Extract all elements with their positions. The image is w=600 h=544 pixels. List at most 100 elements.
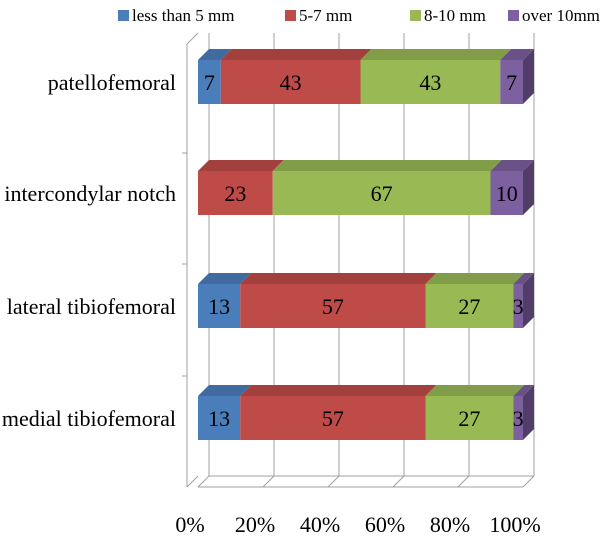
bar-segment: 43	[220, 49, 372, 104]
bar-segment: 57	[240, 273, 437, 328]
chart-floor	[197, 475, 535, 488]
bar-segment-side	[523, 160, 534, 215]
legend-label: 5-7 mm	[299, 6, 352, 25]
bar-segment: 43	[360, 49, 512, 104]
data-label: 57	[322, 406, 344, 431]
side-wall-bottom	[186, 475, 199, 488]
data-label: 43	[280, 70, 302, 95]
bar-segment-front	[360, 60, 501, 104]
floor-gridline	[197, 475, 210, 488]
data-label: 43	[419, 70, 441, 95]
bar-segment-top	[425, 385, 525, 396]
bar-group: 7 43 43 7	[198, 49, 534, 104]
data-label: 23	[224, 181, 246, 206]
legend-label: less than 5 mm	[132, 6, 234, 25]
data-label: 3	[513, 406, 524, 431]
x-axis-ticks: 0% 20% 40% 60% 80% 100%	[175, 512, 540, 537]
bar-segment: 27	[425, 273, 525, 328]
bar-segment: 27	[425, 385, 525, 440]
data-label: 7	[506, 70, 517, 95]
x-tick-label: 80%	[430, 512, 470, 537]
bar-segment: 3	[513, 385, 534, 440]
legend-item: 5-7 mm	[285, 6, 352, 25]
bar-segment-front	[198, 171, 273, 215]
bar-segment-top	[220, 49, 372, 60]
bar-segment-top	[240, 385, 437, 396]
bar-segment-front	[240, 396, 426, 440]
x-tick-label: 100%	[489, 512, 540, 537]
bar-segment: 67	[272, 160, 502, 215]
category-label: intercondylar notch	[4, 181, 176, 206]
floor-gridline	[327, 475, 340, 488]
bar-segment-top	[240, 273, 437, 284]
bar-segment-front	[513, 284, 523, 328]
bar-segment-top	[490, 160, 534, 171]
bar-segment: 7	[198, 49, 232, 104]
data-label: 13	[208, 406, 230, 431]
bar-segment-top	[425, 273, 525, 284]
legend-item: 8-10 mm	[410, 6, 486, 25]
legend-label: over 10mm	[522, 6, 600, 25]
bar-segment: 23	[198, 160, 284, 215]
legend-swatch	[410, 10, 421, 21]
floor-gridline	[522, 475, 535, 488]
bar-segment-front	[490, 171, 523, 215]
floor-gridline	[457, 475, 470, 488]
x-tick-label: 0%	[175, 512, 204, 537]
bar-segment-top	[360, 49, 512, 60]
bar-segment-top	[513, 385, 534, 396]
bar-segment-front	[272, 171, 491, 215]
bar-segment-front	[513, 396, 523, 440]
side-wall-top	[186, 32, 199, 45]
data-label: 7	[204, 70, 215, 95]
legend-item: less than 5 mm	[118, 6, 234, 25]
bar-group: 13 57 27 3	[198, 385, 534, 440]
bar-segment-top	[198, 49, 232, 60]
data-label: 67	[371, 181, 393, 206]
bar-segment-front	[198, 284, 241, 328]
bar-segment-top	[198, 385, 252, 396]
bar-segment: 7	[500, 49, 534, 104]
bar-segment: 13	[198, 273, 252, 328]
bar-segment-top	[513, 273, 534, 284]
floor-gridline	[392, 475, 405, 488]
data-label: 13	[208, 294, 230, 319]
category-label: lateral tibiofemoral	[7, 294, 176, 319]
category-label: medial tibiofemoral	[2, 406, 176, 431]
data-label: 27	[458, 406, 480, 431]
category-axis	[182, 32, 199, 488]
bar-segment: 3	[513, 273, 534, 328]
legend: less than 5 mm 5-7 mm 8-10 mm over 10mm	[118, 6, 600, 25]
category-label: patellofemoral	[48, 70, 176, 95]
bar-segment-front	[220, 60, 361, 104]
bar-segment-top	[272, 160, 502, 171]
data-label: 27	[458, 294, 480, 319]
bar-group: 13 57 27 3	[198, 273, 534, 328]
bar-segment-side	[523, 49, 534, 104]
legend-item: over 10mm	[508, 6, 600, 25]
floor-gridline	[262, 475, 275, 488]
bar-segment-front	[425, 284, 514, 328]
bar-segment-front	[198, 60, 221, 104]
bar-segment: 57	[240, 385, 437, 440]
bar-segment-front	[425, 396, 514, 440]
bar-segment-top	[500, 49, 534, 60]
bar-segment: 10	[490, 160, 534, 215]
category-labels: patellofemoral intercondylar notch lateral…	[2, 70, 176, 431]
data-label: 10	[496, 181, 518, 206]
legend-label: 8-10 mm	[424, 6, 486, 25]
legend-swatch	[508, 10, 519, 21]
bar-segment-front	[198, 396, 241, 440]
legend-swatch	[118, 10, 129, 21]
data-label: 57	[322, 294, 344, 319]
x-tick-label: 20%	[235, 512, 275, 537]
x-tick-label: 60%	[365, 512, 405, 537]
bar-segment-front	[500, 60, 523, 104]
bar-segment-side	[523, 273, 534, 328]
bar-group: 23 67 10	[198, 160, 534, 215]
bar-segment-front	[240, 284, 426, 328]
data-label: 3	[513, 294, 524, 319]
legend-swatch	[285, 10, 296, 21]
